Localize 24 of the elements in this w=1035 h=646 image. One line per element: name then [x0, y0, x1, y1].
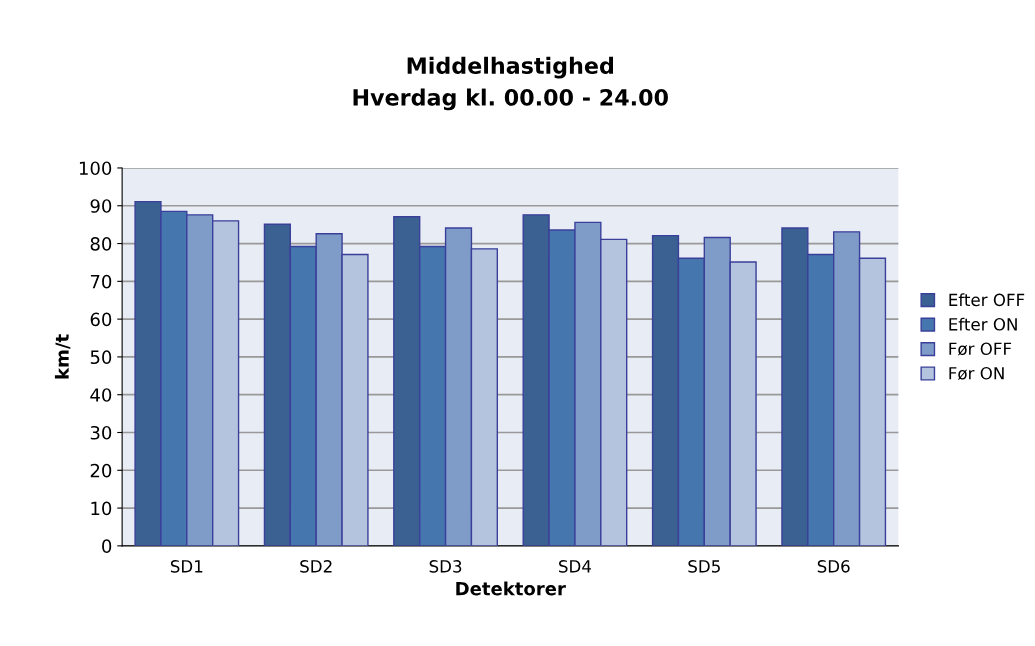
y-tick-label: 50	[90, 350, 112, 365]
y-tick-label: 20	[90, 463, 112, 478]
x-tick-label: SD2	[300, 560, 332, 573]
legend-label: Før ON	[949, 366, 1004, 381]
y-tick-label: 90	[90, 199, 112, 213]
y-tick-label: 0	[102, 539, 112, 553]
y-tick-label: 10	[91, 501, 112, 516]
x-axis-title: Detektorer	[456, 581, 566, 596]
x-tick-label: SD4	[559, 560, 592, 573]
y-tick-label: 80	[90, 237, 112, 251]
x-tick-label: SD6	[817, 560, 850, 573]
legend-label: Efter ON	[949, 317, 1017, 331]
y-axis-title: km/t	[54, 334, 71, 379]
chart-title: Middelhastighed Hverdag kl. 00.00 - 24.00	[353, 56, 668, 111]
y-tick-label: 100	[79, 161, 112, 176]
y-tick-label: 70	[90, 274, 112, 289]
x-tick-label: SD3	[429, 560, 462, 573]
y-tick-label: 60	[90, 312, 112, 327]
legend-label: Efter OFF	[949, 293, 1025, 307]
y-tick-label: 30	[90, 425, 112, 440]
x-tick-label: SD5	[688, 560, 720, 573]
y-tick-label: 40	[90, 388, 112, 402]
legend-label: Før OFF	[949, 342, 1012, 356]
x-tick-label: SD1	[170, 560, 203, 573]
